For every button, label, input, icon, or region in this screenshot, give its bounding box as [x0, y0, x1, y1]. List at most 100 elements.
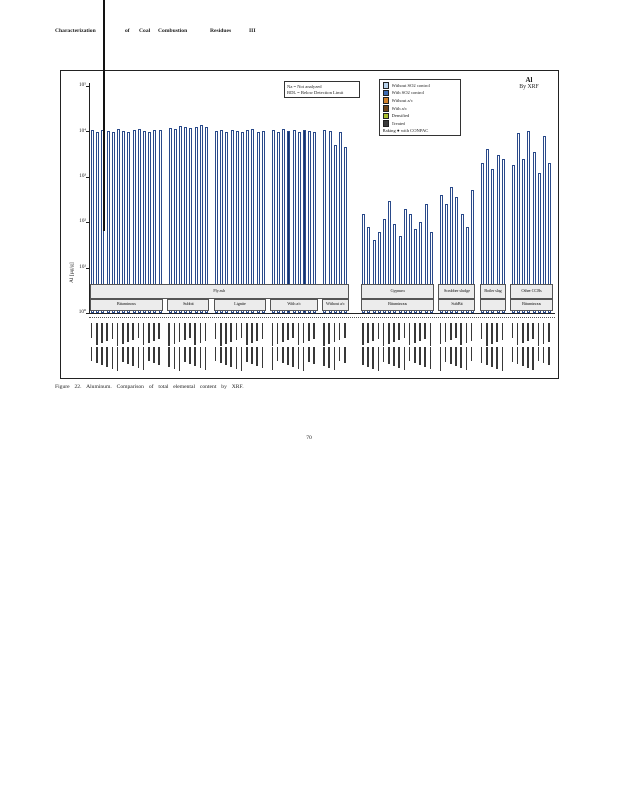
sample-label — [429, 347, 432, 369]
sample-label — [214, 323, 217, 339]
sample-label — [403, 347, 406, 370]
bar — [122, 131, 126, 313]
sample-label — [328, 347, 330, 368]
category-band-row1-cell: Gypsum — [360, 284, 435, 299]
bar — [184, 127, 188, 313]
sample-label — [542, 323, 545, 344]
sample-label — [282, 323, 284, 342]
sample-label — [199, 323, 202, 343]
sample-label — [116, 347, 119, 371]
sample-label — [470, 347, 473, 361]
bar — [179, 126, 182, 313]
note-line: Na = Not analyzed — [287, 83, 322, 89]
sample-label — [444, 347, 447, 362]
bar — [543, 135, 546, 313]
sample-label — [408, 347, 411, 361]
sample-label — [362, 347, 364, 365]
sample-label — [537, 347, 540, 361]
sample-label — [333, 323, 336, 342]
legend-label: With SO2 control — [391, 90, 424, 96]
bar — [323, 129, 327, 313]
sample-label — [282, 347, 284, 363]
bar — [455, 197, 459, 313]
sample-label — [382, 323, 385, 346]
sample-label — [328, 323, 330, 344]
legend-item: Treated — [382, 120, 458, 127]
sample-label — [96, 347, 98, 363]
sample-label — [127, 347, 129, 364]
legend-swatch — [382, 82, 389, 89]
bar — [282, 129, 286, 313]
bar — [398, 235, 402, 313]
bar — [230, 129, 234, 313]
legend-swatch — [382, 97, 389, 104]
y-axis-tick-label: 10⁵ — [79, 82, 86, 89]
category-band-row1-cell: Scrubber sludge — [438, 284, 476, 299]
category-band-row2-cell: Bituminous — [360, 298, 435, 311]
category-band-row2-cell: Bituminous — [510, 298, 553, 311]
sample-label — [261, 347, 264, 368]
y-axis-tick-label: 10⁴ — [79, 127, 86, 134]
bar — [460, 214, 464, 313]
legend-label: Treated — [391, 121, 406, 127]
sample-label — [204, 347, 207, 370]
sample-label — [424, 347, 426, 367]
legend-swatch — [382, 105, 389, 112]
sample-label — [235, 347, 238, 369]
sample-label — [240, 323, 243, 338]
bar — [297, 132, 301, 313]
sample-label — [132, 323, 134, 340]
sample-label — [178, 323, 181, 342]
header-word: Characterization — [55, 28, 96, 34]
bar — [153, 129, 157, 313]
sample-label — [398, 347, 400, 368]
sample-label — [414, 323, 416, 343]
sample-label — [419, 323, 421, 341]
bar — [111, 131, 115, 313]
aluminum-xrf-chart: Al By XRF Al [µg/g] Na = Not analyzed BDL… — [61, 71, 558, 378]
sample-label — [246, 323, 248, 345]
legend-label: Densified — [391, 113, 410, 119]
bar — [372, 240, 376, 313]
bar — [292, 130, 296, 313]
bar — [277, 131, 280, 313]
category-band-row1-cell: Fly ash — [89, 284, 349, 299]
sample-label — [511, 323, 514, 338]
sample-label — [111, 347, 114, 369]
bar — [194, 127, 198, 313]
bar — [450, 186, 454, 313]
bar — [271, 130, 275, 313]
y-axis-tick-mark — [85, 267, 89, 269]
sample-label — [429, 323, 432, 346]
sample-label — [338, 323, 341, 340]
sample-label — [122, 347, 124, 362]
sample-label — [116, 323, 119, 346]
sample-label — [230, 323, 232, 342]
sample-label — [486, 323, 488, 346]
header-word: Residues — [210, 28, 232, 34]
sample-label — [388, 347, 390, 364]
sample-label — [491, 323, 493, 344]
sample-label — [460, 347, 462, 368]
sample-label — [372, 347, 374, 369]
sample-label — [527, 347, 529, 368]
sample-label — [460, 323, 462, 345]
bar — [287, 131, 291, 313]
bar — [199, 125, 203, 313]
sample-label — [137, 323, 140, 338]
sample-label — [271, 323, 274, 346]
sample-label — [496, 347, 498, 369]
sample-label — [486, 347, 488, 365]
sample-label — [308, 323, 310, 341]
category-band-row1-cell: Boiler slag — [479, 284, 507, 299]
bar — [511, 165, 515, 313]
category-band-row2-cell: With a/c — [270, 298, 318, 311]
sample-label — [393, 323, 395, 342]
sample-label — [220, 347, 222, 363]
sample-label — [501, 323, 504, 340]
sample-label — [338, 347, 341, 361]
sample-label — [450, 323, 452, 340]
bar — [158, 130, 162, 313]
sample-label — [127, 323, 129, 342]
